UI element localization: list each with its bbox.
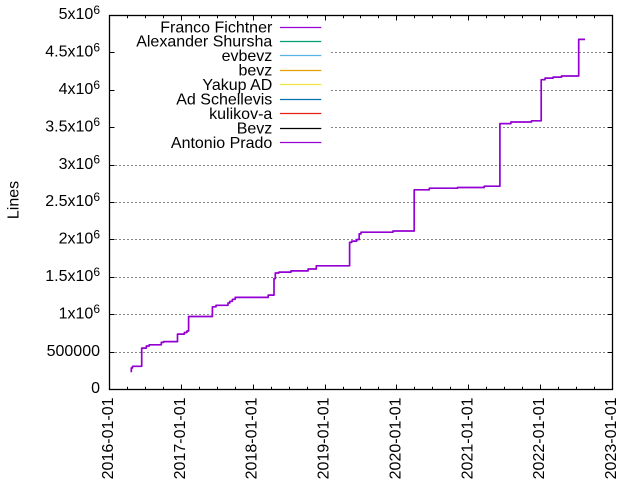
- svg-text:kulikov-a: kulikov-a: [209, 106, 272, 123]
- svg-text:5x106: 5x106: [59, 3, 101, 23]
- svg-text:4.5x106: 4.5x106: [45, 40, 100, 60]
- svg-text:Ad Schellevis: Ad Schellevis: [176, 92, 272, 109]
- svg-text:4x106: 4x106: [59, 78, 101, 98]
- svg-text:2.5x106: 2.5x106: [45, 190, 100, 210]
- svg-text:1x106: 1x106: [59, 302, 101, 322]
- svg-text:bevz: bevz: [239, 63, 273, 80]
- svg-text:1.5x106: 1.5x106: [45, 265, 100, 285]
- svg-text:Antonio Prado: Antonio Prado: [171, 135, 273, 152]
- svg-text:2022-01-01: 2022-01-01: [531, 397, 548, 479]
- svg-text:2x106: 2x106: [59, 227, 101, 247]
- svg-text:2016-01-01: 2016-01-01: [100, 397, 117, 479]
- svg-text:2017-01-01: 2017-01-01: [172, 397, 189, 479]
- svg-text:2019-01-01: 2019-01-01: [316, 397, 333, 479]
- svg-text:2023-01-01: 2023-01-01: [603, 397, 620, 479]
- svg-text:2020-01-01: 2020-01-01: [387, 397, 404, 479]
- svg-text:500000: 500000: [47, 343, 100, 360]
- svg-text:Alexander Shursha: Alexander Shursha: [136, 34, 272, 51]
- svg-text:0: 0: [91, 380, 100, 397]
- svg-text:3x106: 3x106: [59, 153, 101, 173]
- svg-text:evbevz: evbevz: [222, 48, 273, 65]
- svg-text:Franco Fichtner: Franco Fichtner: [160, 19, 273, 36]
- svg-text:2021-01-01: 2021-01-01: [459, 397, 476, 479]
- svg-text:3.5x106: 3.5x106: [45, 115, 100, 135]
- svg-text:2018-01-01: 2018-01-01: [244, 397, 261, 479]
- svg-text:Lines: Lines: [5, 181, 22, 219]
- svg-text:Yakup AD: Yakup AD: [202, 77, 272, 94]
- svg-text:Bevz: Bevz: [237, 120, 273, 137]
